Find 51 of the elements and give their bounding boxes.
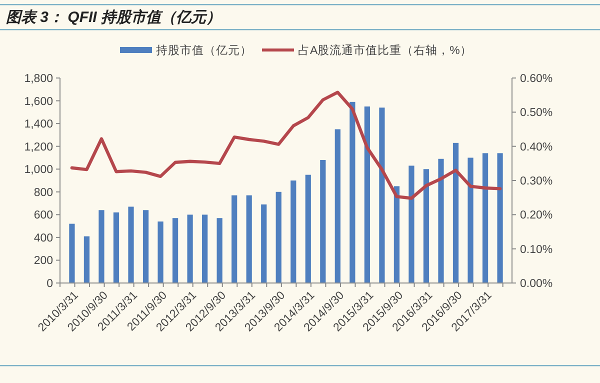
bar xyxy=(290,180,296,283)
bar xyxy=(113,212,120,283)
bar xyxy=(69,224,75,283)
bar xyxy=(379,108,385,283)
bar xyxy=(497,153,503,283)
bar xyxy=(261,204,267,283)
bar xyxy=(246,195,252,283)
y-tick-label: 400 xyxy=(34,232,53,244)
bar xyxy=(158,222,164,283)
bar xyxy=(468,158,474,283)
bar xyxy=(320,160,326,283)
bar xyxy=(305,174,311,283)
line-series xyxy=(70,90,502,200)
bar xyxy=(438,158,444,283)
y-tick-label: 1,800 xyxy=(24,73,53,86)
y-tick-label: 600 xyxy=(34,210,53,222)
bar xyxy=(142,210,149,283)
legend-label: 持股市值（亿元） xyxy=(156,43,252,58)
y2-tick-label: 0.20% xyxy=(520,210,553,222)
bar xyxy=(482,153,488,283)
bar xyxy=(172,218,178,283)
y2-tick-label: 0.50% xyxy=(520,107,553,120)
bar xyxy=(423,169,430,283)
bar xyxy=(98,210,104,283)
y-tick-label: 1,600 xyxy=(24,96,53,108)
bar xyxy=(394,186,400,283)
bar xyxy=(350,102,356,283)
bar xyxy=(128,206,134,283)
bar xyxy=(232,195,238,283)
bar xyxy=(202,214,208,283)
y2-tick-label: 0.40% xyxy=(520,141,553,154)
bar xyxy=(84,236,90,283)
y-tick-label: 200 xyxy=(34,255,53,268)
chart-title: 图表 3： QFII 持股市值（亿元） xyxy=(6,8,222,26)
bar xyxy=(216,218,222,283)
bar xyxy=(364,106,370,283)
y-tick-label: 800 xyxy=(34,186,53,199)
y2-tick-label: 0.10% xyxy=(520,244,553,256)
y-tick-label: 1,400 xyxy=(24,118,53,131)
y2-tick-label: 0.30% xyxy=(520,176,553,188)
bar xyxy=(187,214,193,283)
bar xyxy=(276,192,282,283)
bar xyxy=(452,142,459,283)
legend-label: 占A股流通市值比重（右轴，%） xyxy=(298,43,472,58)
y-tick-label: 1,200 xyxy=(24,141,53,154)
y2-tick-label: 0.60% xyxy=(520,73,553,86)
y2-tick-label: 0.00% xyxy=(520,278,553,290)
y-tick-label: 1,000 xyxy=(24,164,53,176)
bar xyxy=(408,166,414,283)
bar xyxy=(334,129,340,283)
y-tick-label: 0 xyxy=(46,278,53,290)
